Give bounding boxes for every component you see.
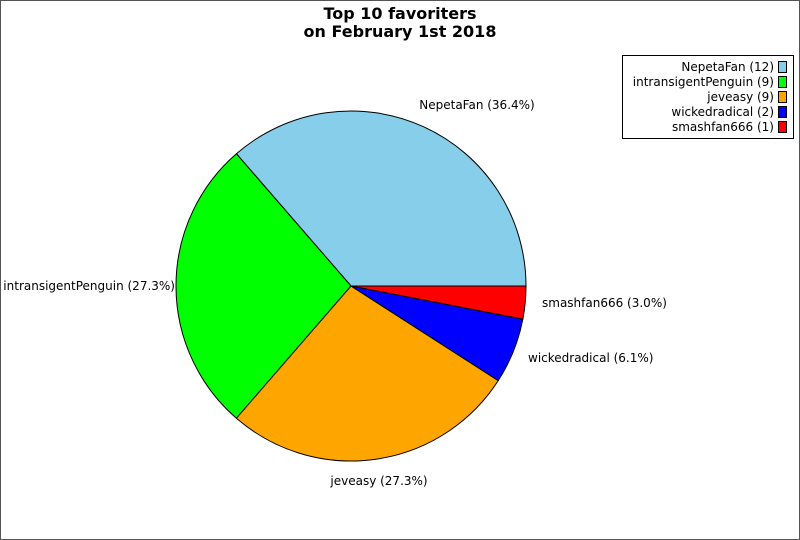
slice-label-intransigentPenguin: intransigentPenguin (27.3%) xyxy=(3,279,175,293)
pie-slice-intransigentPenguin xyxy=(175,153,352,419)
legend: NepetaFan (12) intransigentPenguin (9) jev… xyxy=(622,55,794,139)
legend-label: intransigentPenguin (9) xyxy=(632,74,774,89)
slice-label-smashfan666: smashfan666 (3.0%) xyxy=(542,296,667,310)
chart-title-line-1: Top 10 favoriters xyxy=(323,4,477,23)
legend-entry-jeveasy: jeveasy (9) xyxy=(623,89,793,104)
slice-label-jeveasy: jeveasy (27.3%) xyxy=(329,474,427,488)
chart-title-line-2: on February 1st 2018 xyxy=(303,22,497,41)
legend-entry-intransigentPenguin: intransigentPenguin (9) xyxy=(623,74,793,89)
legend-label: wickedradical (2) xyxy=(671,104,774,119)
slice-label-NepetaFan: NepetaFan (36.4%) xyxy=(419,98,534,112)
legend-swatch xyxy=(778,60,787,73)
pie-slice-smashfan666 xyxy=(350,285,527,320)
legend-swatch xyxy=(778,75,787,88)
legend-swatch xyxy=(778,90,787,103)
legend-label: NepetaFan (12) xyxy=(681,59,774,74)
legend-swatch xyxy=(778,120,787,133)
legend-entry-wickedradical: wickedradical (2) xyxy=(623,104,793,119)
legend-swatch xyxy=(778,105,787,118)
pie-slice-jeveasy xyxy=(235,285,499,462)
legend-label: jeveasy (9) xyxy=(707,89,774,104)
slice-label-wickedradical: wickedradical (6.1%) xyxy=(528,351,653,365)
legend-label: smashfan666 (1) xyxy=(671,119,774,134)
legend-entry-NepetaFan: NepetaFan (12) xyxy=(623,59,793,74)
pie-slice-NepetaFan xyxy=(235,110,527,287)
legend-entry-smashfan666: smashfan666 (1) xyxy=(623,119,793,134)
